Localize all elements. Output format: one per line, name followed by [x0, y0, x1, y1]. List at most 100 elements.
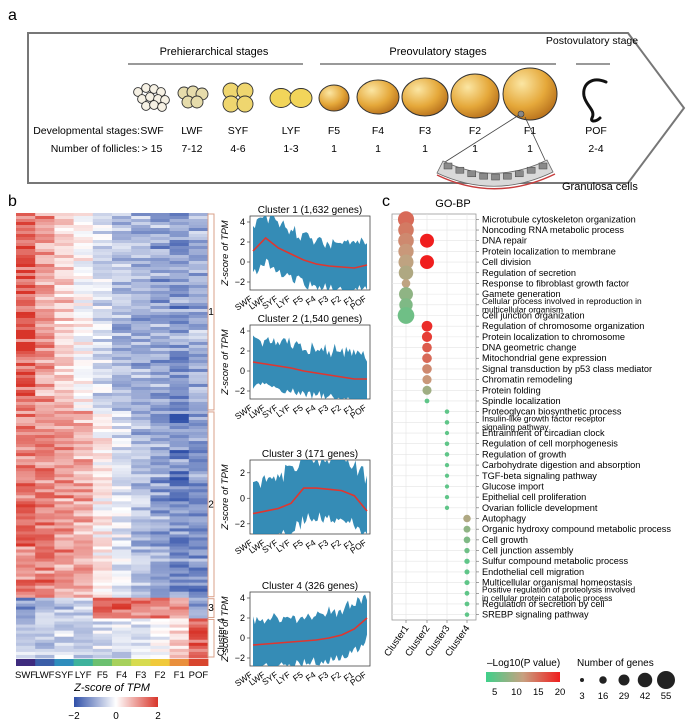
heatmap-cell: [169, 564, 190, 568]
dotplot-gridlines: [392, 214, 476, 620]
heatmap-cell: [73, 213, 94, 217]
heatmap-cell: [73, 236, 94, 241]
heatmap-cell: [54, 395, 74, 400]
heatmap-cell: [54, 389, 74, 394]
heatmap-cell: [54, 567, 74, 572]
heatmap-cell: [73, 522, 94, 526]
heatmap-cell: [73, 450, 94, 454]
heatmap-cell: [35, 576, 55, 581]
heatmap-cell: [35, 218, 55, 223]
heatmap-cell: [150, 320, 170, 325]
heatmap-cell: [188, 435, 209, 439]
go-term-label: Positive regulation of proteolysis invol…: [482, 584, 636, 603]
stage-color-F5: [92, 659, 113, 666]
heatmap-cell: [131, 236, 151, 241]
heatmap-cell: [169, 305, 190, 310]
heatmap-cell: [112, 603, 132, 608]
heatmap-cell: [169, 477, 190, 481]
heatmap-cell: [112, 350, 132, 355]
heatmap-cell: [92, 260, 113, 265]
heatmap-cell: [35, 609, 55, 613]
heatmap-cell: [112, 410, 132, 415]
heatmap-cell: [131, 636, 151, 641]
gene-count-legend-dot: [580, 678, 584, 682]
stage-name-SWF: SWF: [140, 125, 163, 137]
heatmap-cell: [150, 221, 170, 226]
heatmap-cell: [131, 335, 151, 340]
heatmap-cell: [73, 468, 94, 472]
cluster-2-ytick-label: 2: [240, 346, 245, 356]
heatmap-cell: [54, 359, 74, 364]
go-term-label: Entrainment of circadian clock: [482, 428, 605, 438]
follicle-count-F4: 1: [375, 143, 381, 155]
heatmap-cell: [188, 416, 209, 421]
cluster-1-xlabel: F3: [316, 293, 330, 307]
heatmap-cell: [112, 260, 132, 265]
heatmap-cell: [92, 471, 113, 475]
follicle-count-SYF: 4-6: [230, 143, 245, 155]
heatmap-cell: [188, 215, 209, 220]
heatmap-cell: [112, 215, 132, 220]
heatmap-cell: [150, 567, 170, 572]
heatmap-cell: [131, 377, 151, 382]
heatmap-cell: [54, 278, 74, 283]
heatmap-cell: [131, 432, 151, 436]
heatmap-cell: [188, 447, 209, 451]
heatmap-cell: [169, 462, 190, 466]
heatmap-cell: [73, 284, 94, 289]
heatmap-cell: [112, 543, 132, 547]
heatmap-cell: [54, 588, 74, 593]
heatmap-cell: [131, 504, 151, 508]
heatmap-cell: [150, 576, 170, 581]
heatmap-cell: [112, 450, 132, 454]
heatmap-cell: [54, 528, 74, 532]
cluster-1-xlabel: F4: [304, 293, 318, 307]
heatmap-cell: [131, 447, 151, 451]
follicle-count-F2: 1: [472, 143, 478, 155]
heatmap-cell: [150, 636, 170, 641]
heatmap-cell: [54, 374, 74, 379]
heatmap-cell: [35, 233, 55, 238]
heatmap-cell: [188, 287, 209, 292]
heatmap-cell: [35, 579, 55, 584]
go-dot-cluster3: [444, 420, 450, 425]
go-term-label: Noncoding RNA metabolic process: [482, 225, 624, 235]
heatmap-cell: [188, 543, 209, 547]
heatmap-cell: [54, 450, 74, 454]
heatmap-cell: [150, 468, 170, 472]
heatmap-cell: [92, 332, 113, 337]
heatmap-cell: [54, 260, 74, 265]
heatmap-cell: [169, 422, 190, 427]
heatmap-cell: [35, 377, 55, 382]
cluster-1-mean-line: [252, 236, 368, 269]
heatmap-cell: [112, 618, 132, 622]
heatmap-cell: [73, 564, 94, 568]
heatmap-cell: [54, 612, 74, 616]
heatmap-cell: [150, 582, 170, 587]
heatmap-cell: [92, 468, 113, 472]
panel-c: c GO-BP Microtubule cytoskeleton organiz…: [382, 193, 675, 702]
heatmap-cell: [73, 489, 94, 493]
heatmap-cell: [169, 645, 190, 650]
heatmap-cell: [188, 480, 209, 484]
heatmap-cell: [131, 323, 151, 328]
heatmap-cell: [54, 308, 74, 313]
heatmap-cell: [150, 618, 170, 622]
heatmap-cell: [92, 272, 113, 277]
heatmap-cell: [150, 528, 170, 532]
heatmap-cell: [92, 486, 113, 490]
heatmap-cell: [92, 594, 113, 599]
heatmap-cell: [188, 353, 209, 358]
heatmap-cell: [188, 597, 209, 602]
heatmap-cell: [169, 269, 190, 274]
heatmap-cell: [131, 347, 151, 352]
cluster-3-ytick-label: −2: [235, 519, 245, 529]
follicle-count-POF: 2-4: [588, 143, 603, 155]
heatmap-cell: [169, 365, 190, 370]
cluster-1-ylabel: Z-score of TPM: [220, 220, 231, 287]
go-dot-cluster4: [463, 525, 471, 533]
heatmap-cell: [16, 603, 36, 608]
heatmap-cell: [150, 477, 170, 481]
heatmap-cell: [169, 618, 190, 622]
